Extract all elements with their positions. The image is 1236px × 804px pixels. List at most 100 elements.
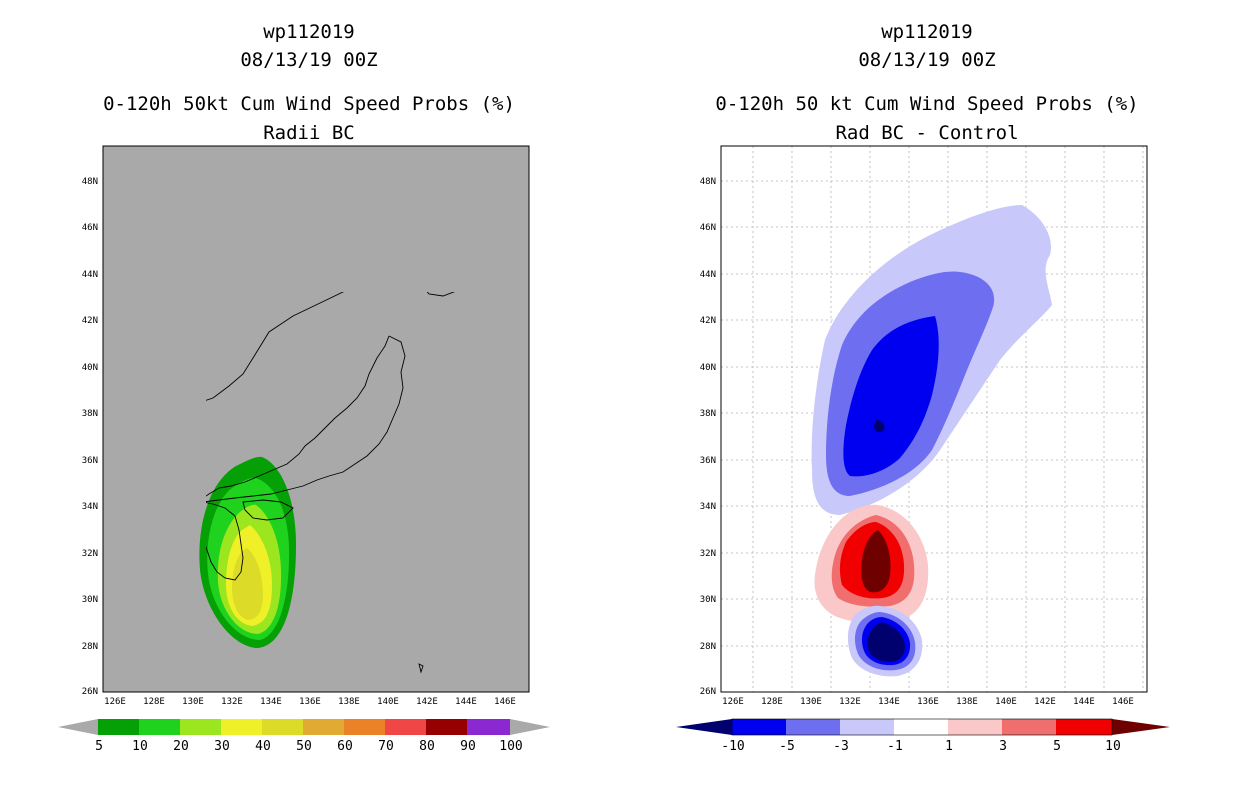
colorbar-swatch xyxy=(840,719,894,735)
lon-label: 128E xyxy=(143,697,165,707)
lat-label: 34N xyxy=(700,502,716,512)
right-map-frame xyxy=(720,145,1148,693)
lon-label: 146E xyxy=(494,697,516,707)
lon-label: 132E xyxy=(839,697,861,707)
colorbar-label: -10 xyxy=(721,739,744,754)
lat-label: 28N xyxy=(82,642,98,652)
left-title-product: 0-120h 50kt Cum Wind Speed Probs (%) xyxy=(103,93,515,115)
lat-label: 40N xyxy=(82,363,98,373)
colorbar-label: 60 xyxy=(337,739,353,754)
lon-label: 130E xyxy=(800,697,822,707)
left-map-background xyxy=(103,146,529,692)
colorbar-swatch xyxy=(426,719,467,735)
colorbar-label: 70 xyxy=(378,739,394,754)
colorbar-label: 5 xyxy=(95,739,103,754)
right-lat-labels: 48N 46N 44N 42N 40N 38N 36N 34N 32N 30N … xyxy=(700,177,716,697)
left-lon-labels: 126E 128E 130E 132E 134E 136E 138E 140E … xyxy=(104,697,516,707)
lat-label: 40N xyxy=(700,363,716,373)
lat-label: 44N xyxy=(700,270,716,280)
lat-label: 32N xyxy=(82,549,98,559)
colorbar-swatch xyxy=(344,719,385,735)
lat-label: 34N xyxy=(82,502,98,512)
contour-pos-10 xyxy=(861,530,891,593)
right-title-storm-id: wp112019 xyxy=(881,21,973,43)
left-map-frame xyxy=(102,145,530,693)
lat-label: 26N xyxy=(700,687,716,697)
lon-label: 134E xyxy=(260,697,282,707)
colorbar-swatch xyxy=(1002,719,1056,735)
lon-label: 126E xyxy=(722,697,744,707)
colorbar-swatch xyxy=(732,719,786,735)
colorbar-label: 10 xyxy=(1105,739,1121,754)
lat-label: 46N xyxy=(82,223,98,233)
colorbar-high-arrow xyxy=(1112,719,1170,735)
lon-label: 140E xyxy=(995,697,1017,707)
lon-label: 138E xyxy=(956,697,978,707)
left-title-date: 08/13/19 00Z xyxy=(240,49,377,71)
lat-label: 48N xyxy=(700,177,716,187)
lon-label: 128E xyxy=(761,697,783,707)
lat-label: 30N xyxy=(700,595,716,605)
right-lon-labels: 126E 128E 130E 132E 134E 136E 138E 140E … xyxy=(722,697,1134,707)
lat-label: 38N xyxy=(700,409,716,419)
lat-label: 48N xyxy=(82,177,98,187)
left-panel: wp112019 08/13/19 00Z 0-120h 50kt Cum Wi… xyxy=(58,21,550,754)
colorbar-high-arrow xyxy=(510,719,550,735)
colorbar-label: 10 xyxy=(132,739,148,754)
right-title-product: 0-120h 50 kt Cum Wind Speed Probs (%) xyxy=(715,93,1138,115)
contour-40 xyxy=(232,548,263,620)
colorbar-swatch xyxy=(894,719,948,735)
colorbar-low-arrow xyxy=(58,719,98,735)
left-lat-labels: 48N 46N 44N 42N 40N 38N 36N 34N 32N 30N … xyxy=(82,177,98,697)
lon-label: 130E xyxy=(182,697,204,707)
lon-label: 140E xyxy=(377,697,399,707)
contour-neg-5 xyxy=(843,316,939,477)
colorbar-label: 90 xyxy=(460,739,476,754)
colorbar-label: 80 xyxy=(419,739,435,754)
left-probability-contours xyxy=(199,456,296,648)
lon-label: 134E xyxy=(878,697,900,707)
colorbar-label: -3 xyxy=(833,739,849,754)
colorbar-label: 1 xyxy=(945,739,953,754)
left-title-variant: Radii BC xyxy=(263,122,355,144)
colorbar-label: 20 xyxy=(173,739,189,754)
colorbar-swatch xyxy=(262,719,303,735)
lon-label: 136E xyxy=(299,697,321,707)
lon-label: 142E xyxy=(1034,697,1056,707)
lon-label: 144E xyxy=(1073,697,1095,707)
lat-label: 28N xyxy=(700,642,716,652)
colorbar-swatch xyxy=(98,719,139,735)
colorbar-swatch xyxy=(1056,719,1112,735)
colorbar-label: 30 xyxy=(214,739,230,754)
lat-label: 42N xyxy=(700,316,716,326)
lon-label: 146E xyxy=(1112,697,1134,707)
contour-neg-10-north xyxy=(874,420,885,433)
lon-label: 126E xyxy=(104,697,126,707)
right-title-variant: Rad BC - Control xyxy=(835,122,1018,144)
colorbar-label: 3 xyxy=(999,739,1007,754)
lon-label: 136E xyxy=(917,697,939,707)
right-colorbar: -10 -5 -3 -1 1 3 5 10 xyxy=(676,718,1170,754)
colorbar-swatch xyxy=(948,719,1002,735)
right-title-date: 08/13/19 00Z xyxy=(858,49,995,71)
colorbar-swatch xyxy=(139,719,180,735)
lat-label: 30N xyxy=(82,595,98,605)
colorbar-swatch xyxy=(180,719,221,735)
colorbar-label: 40 xyxy=(255,739,271,754)
lon-label: 144E xyxy=(455,697,477,707)
colorbar-swatch xyxy=(385,719,426,735)
colorbar-label: 100 xyxy=(499,739,522,754)
lat-label: 42N xyxy=(82,316,98,326)
colorbar-low-arrow xyxy=(676,719,732,735)
right-difference-contours xyxy=(811,205,1052,677)
colorbar-label: -5 xyxy=(779,739,795,754)
colorbar-swatch xyxy=(221,719,262,735)
colorbar-label: 50 xyxy=(296,739,312,754)
lat-label: 32N xyxy=(700,549,716,559)
lon-label: 132E xyxy=(221,697,243,707)
left-title-storm-id: wp112019 xyxy=(263,21,355,43)
lon-label: 142E xyxy=(416,697,438,707)
lat-label: 44N xyxy=(82,270,98,280)
colorbar-swatch xyxy=(786,719,840,735)
left-colorbar: 5 10 20 30 40 50 60 70 80 90 100 xyxy=(58,719,550,754)
